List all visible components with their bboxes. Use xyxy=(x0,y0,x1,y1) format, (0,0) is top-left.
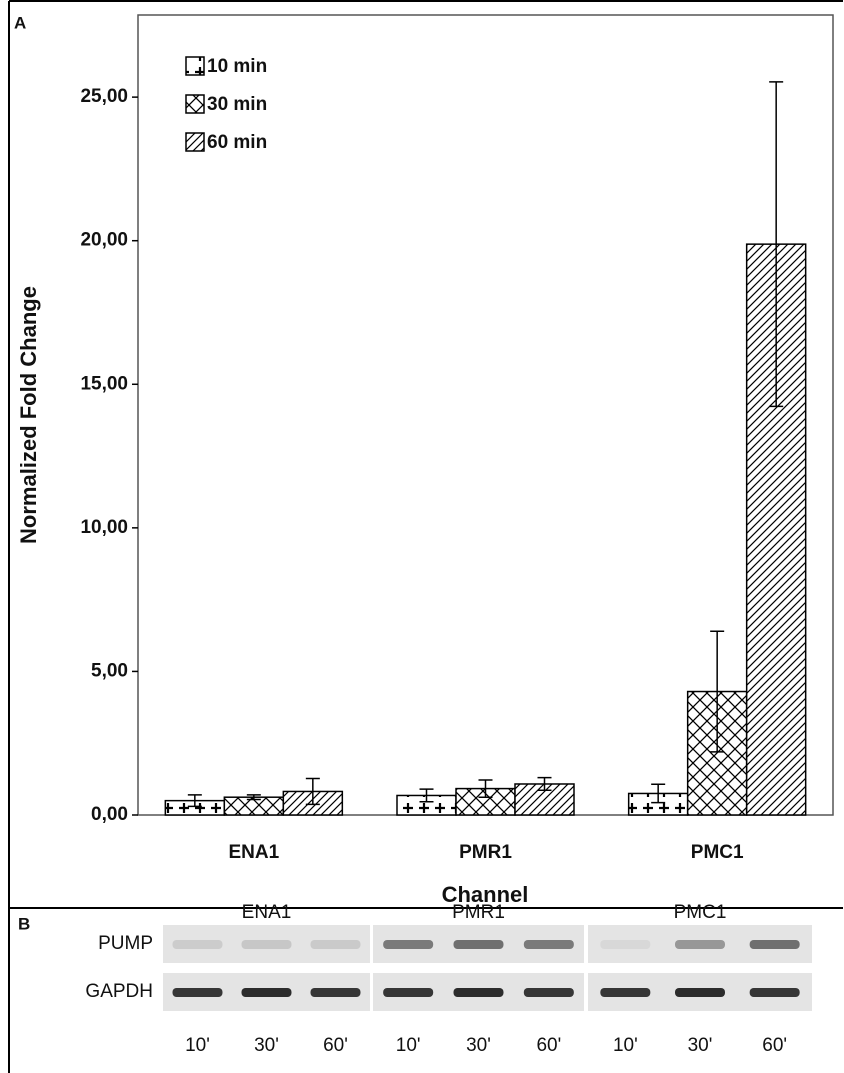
lane-label: ENA1 xyxy=(242,902,292,923)
legend-swatch xyxy=(186,95,204,113)
y-tick-label: 15,00 xyxy=(80,373,128,394)
gel-band xyxy=(242,988,292,997)
gel-band xyxy=(600,988,650,997)
gel-band xyxy=(600,940,650,949)
gel-band xyxy=(454,940,504,949)
time-label: 30' xyxy=(254,1035,279,1056)
legend-label: 10 min xyxy=(207,56,267,77)
gel-band xyxy=(675,988,725,997)
gel-band xyxy=(311,940,361,949)
gel-band xyxy=(383,988,433,997)
time-label: 60' xyxy=(762,1035,787,1056)
y-tick-label: 0,00 xyxy=(91,804,128,825)
y-tick-label: 25,00 xyxy=(80,86,128,107)
row-label: PUMP xyxy=(98,933,153,954)
legend-swatch xyxy=(186,57,204,75)
time-label: 10' xyxy=(185,1035,210,1056)
figure: A B Normalized Fold Change Channel 0,005… xyxy=(0,0,844,1073)
time-label: 60' xyxy=(536,1035,561,1056)
gel-band xyxy=(454,988,504,997)
gel-band xyxy=(524,988,574,997)
lane-label: PMR1 xyxy=(452,902,505,923)
gel-band xyxy=(242,940,292,949)
panel-label: A xyxy=(14,13,26,32)
gel-band xyxy=(383,940,433,949)
time-label: 10' xyxy=(613,1035,638,1056)
time-label: 30' xyxy=(688,1035,713,1056)
y-tick-label: 5,00 xyxy=(91,660,128,681)
lane-label: PMC1 xyxy=(674,902,727,923)
row-label: GAPDH xyxy=(85,981,153,1002)
y-axis-label: Normalized Fold Change xyxy=(16,286,41,544)
x-tick-label: PMR1 xyxy=(459,842,512,863)
gel-band xyxy=(524,940,574,949)
gel-band xyxy=(173,940,223,949)
panel-label: B xyxy=(18,914,30,933)
x-tick-label: ENA1 xyxy=(228,842,279,863)
y-tick-label: 20,00 xyxy=(80,230,128,251)
time-label: 30' xyxy=(466,1035,491,1056)
gel-band xyxy=(675,940,725,949)
gel-band xyxy=(750,940,800,949)
gel-band xyxy=(750,988,800,997)
time-label: 60' xyxy=(323,1035,348,1056)
legend-label: 30 min xyxy=(207,94,267,115)
legend-swatch xyxy=(186,133,204,151)
gel-band xyxy=(311,988,361,997)
legend-label: 60 min xyxy=(207,132,267,153)
y-tick-label: 10,00 xyxy=(80,517,128,538)
x-tick-label: PMC1 xyxy=(691,842,744,863)
time-label: 10' xyxy=(396,1035,421,1056)
gel-band xyxy=(173,988,223,997)
